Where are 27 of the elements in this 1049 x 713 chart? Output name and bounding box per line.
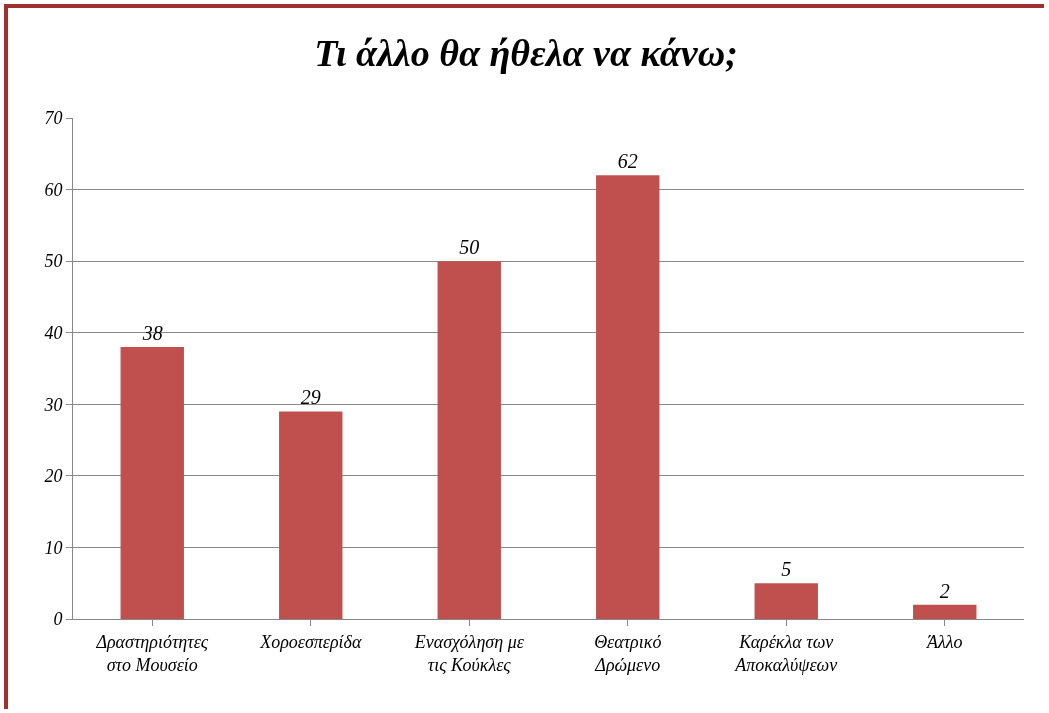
y-tick-label: 10 [44, 537, 63, 558]
x-tick-label: Θεατρικό Δρώμενο [594, 631, 662, 675]
bar [437, 261, 501, 619]
x-tick-label: Καρέκλα των Αποκαλύψεων [734, 631, 838, 675]
y-tick-label: 60 [44, 179, 63, 200]
x-tick-label: Δραστηριότητες στο Μουσείο [95, 631, 209, 675]
x-tick-label: Άλλο [925, 631, 963, 652]
bar [754, 583, 818, 619]
chart-title: Τι άλλο θα ήθελα να κάνω; [314, 32, 738, 75]
data-label: 5 [781, 558, 792, 581]
bar [913, 604, 977, 619]
y-tick-label: 40 [44, 323, 63, 344]
data-label: 38 [141, 322, 163, 345]
x-tick-label: Χοροεσπερίδα [259, 631, 362, 652]
y-tick-label: 0 [53, 609, 63, 630]
x-tick-label: Ενασχόληση με τις Κούκλες [413, 631, 525, 675]
data-label: 2 [939, 579, 950, 602]
y-tick-label: 50 [44, 251, 63, 272]
bar [596, 175, 660, 619]
y-tick-label: 70 [44, 108, 63, 129]
data-label: 62 [617, 150, 638, 173]
y-tick-label: 20 [44, 466, 63, 487]
bar [120, 347, 184, 619]
data-label: 50 [459, 236, 480, 259]
bar [279, 411, 343, 619]
y-tick-label: 30 [43, 394, 63, 415]
data-label: 29 [300, 386, 321, 409]
